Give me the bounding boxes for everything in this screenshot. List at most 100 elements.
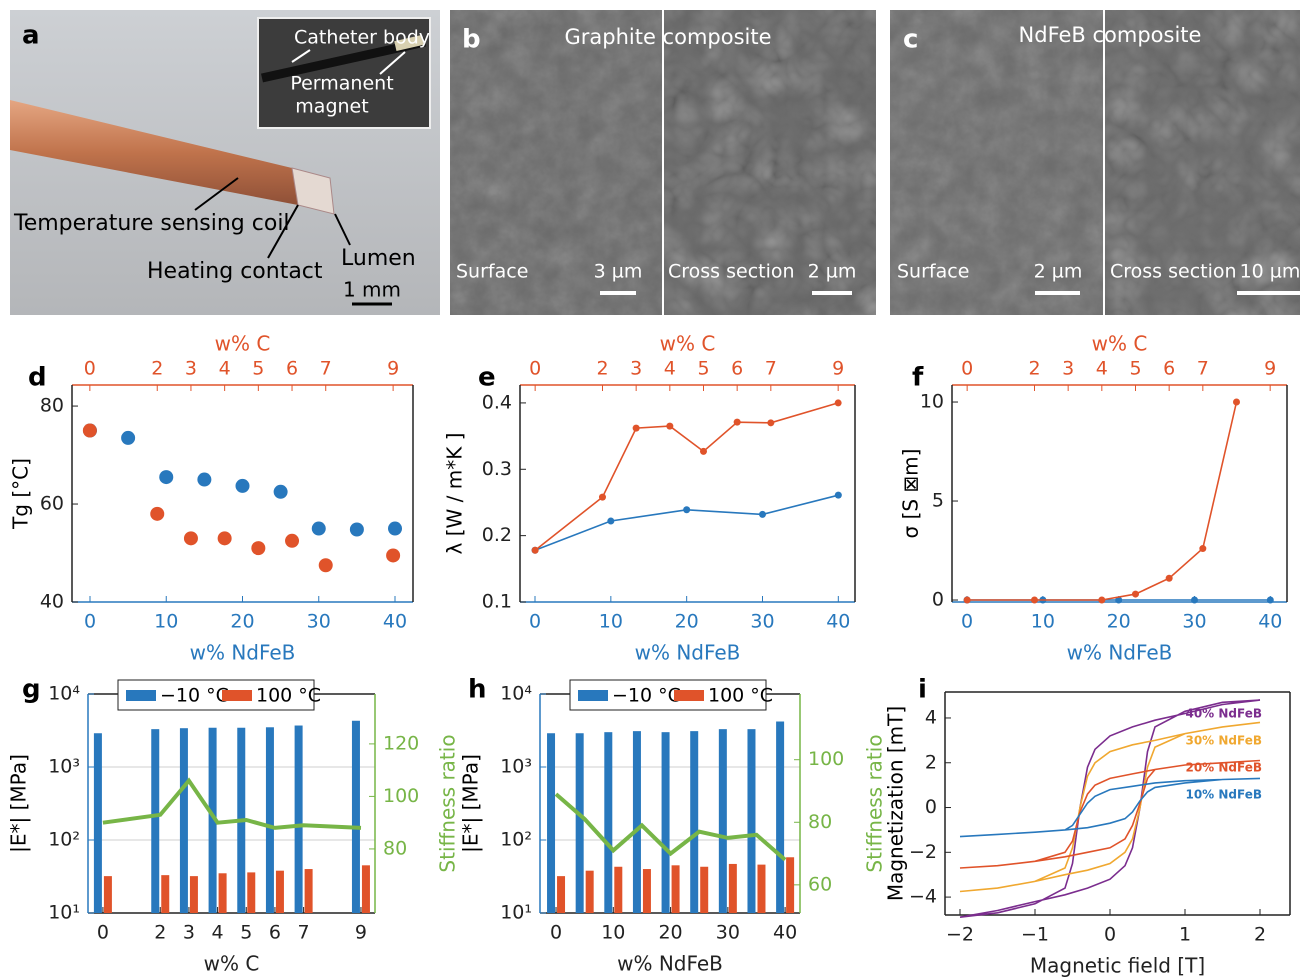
y-tick-label: 10: [920, 391, 944, 413]
x-tick-label: −2: [946, 924, 974, 946]
x-tick-label: 40: [383, 611, 407, 633]
panel-label: d: [28, 363, 47, 393]
annotation: Catheter body: [294, 27, 430, 49]
marker: [767, 419, 774, 426]
caption: Cross section: [668, 261, 795, 283]
annotation: magnet: [295, 96, 368, 118]
x2-tick-label: 7: [765, 358, 777, 380]
x2-tick-label: 9: [832, 358, 844, 380]
y-tick-label: −2: [909, 841, 937, 863]
y-axis-label: Tg [°C]: [9, 458, 33, 530]
x2-tick-label: 0: [84, 358, 96, 380]
legend-label: 40% NdFeB: [1185, 707, 1262, 721]
y-tick-label: 0.3: [482, 458, 512, 480]
y2-tick-label: 80: [808, 811, 832, 833]
panel-label: g: [22, 675, 41, 705]
y-tick-label: −4: [909, 886, 937, 908]
panel-label: i: [918, 675, 927, 705]
y2-tick-label: 60: [808, 873, 832, 895]
bar: [151, 729, 159, 913]
x2-tick-label: 6: [286, 358, 298, 380]
image-title: NdFeB composite: [1019, 23, 1202, 47]
scale-label: 2 µm: [1034, 261, 1083, 283]
x2-tick-label: 0: [529, 358, 541, 380]
x2-tick-label: 5: [252, 358, 264, 380]
x2-tick-label: 2: [596, 358, 608, 380]
bar: [557, 876, 565, 913]
x-tick-label: 40: [773, 922, 797, 944]
x-tick-label: 0: [961, 611, 973, 633]
y-axis-label: σ [S ⊠m]: [899, 449, 923, 539]
caption: Surface: [897, 261, 969, 283]
x-axis-label: w% C: [204, 952, 260, 976]
marker: [607, 518, 614, 525]
bar: [747, 729, 755, 913]
y-tick-label: 10¹: [48, 902, 80, 924]
marker: [835, 399, 842, 406]
marker: [1191, 597, 1198, 604]
y-tick-label: 10³: [500, 756, 532, 778]
x2-tick-label: 4: [219, 358, 231, 380]
point: [285, 534, 299, 548]
bar: [586, 871, 594, 913]
y-tick-label: 10³: [48, 756, 80, 778]
panel-label: c: [903, 25, 918, 55]
image-title: Graphite composite: [564, 25, 771, 49]
marker: [532, 547, 539, 554]
x2-tick-label: 5: [1129, 358, 1141, 380]
y-tick-label: 40: [40, 591, 64, 613]
y-axis-label: λ [W / m*K ]: [443, 433, 467, 555]
point: [121, 431, 135, 445]
point: [184, 531, 198, 545]
bar: [643, 869, 651, 913]
x-tick-label: 1: [1179, 924, 1191, 946]
x-tick-label: 40: [826, 611, 850, 633]
scale-label: 3 µm: [594, 261, 643, 283]
bar: [719, 729, 727, 913]
x2-tick-label: 7: [320, 358, 332, 380]
x-axis-label: w% NdFeB: [190, 641, 296, 665]
marker: [1166, 575, 1173, 582]
figure: Catheter body Permanent magnet Temperatu…: [0, 0, 1306, 980]
x-tick-label: 3: [183, 922, 195, 944]
point: [159, 470, 173, 484]
bar: [180, 728, 188, 913]
y-tick-label: 10⁴: [500, 683, 532, 705]
x-tick-label: 30: [307, 611, 331, 633]
marker: [734, 419, 741, 426]
marker: [1233, 399, 1240, 406]
bar: [362, 865, 370, 913]
point: [388, 522, 402, 536]
bar: [276, 871, 284, 913]
x2-tick-label: 3: [185, 358, 197, 380]
x2-tick-label: 7: [1197, 358, 1209, 380]
x2-tick-label: 2: [151, 358, 163, 380]
panel-label: b: [462, 25, 481, 55]
marker: [683, 506, 690, 513]
point: [197, 473, 211, 487]
x-tick-label: 0: [529, 611, 541, 633]
point: [386, 548, 400, 562]
chart: 010203040023456790510w% NdFeBw% Cσ [S ⊠m…: [899, 332, 1288, 665]
x-tick-label: 0: [550, 922, 562, 944]
legend-swatch: [674, 690, 704, 701]
bar: [662, 732, 670, 913]
bar: [576, 733, 584, 913]
x-tick-label: 30: [1182, 611, 1206, 633]
x-axis-label: w% NdFeB: [617, 952, 723, 976]
point: [251, 541, 265, 555]
x-tick-label: 0: [84, 611, 96, 633]
y-tick-label: 0: [932, 589, 944, 611]
annotation: Temperature sensing coil: [13, 211, 290, 236]
bar: [190, 876, 198, 913]
series-line: [103, 781, 361, 828]
marker: [1031, 597, 1038, 604]
panel-label: a: [22, 21, 40, 51]
series-line: [535, 495, 838, 550]
legend-label: 10% NdFeB: [1185, 788, 1262, 802]
x-tick-label: 0: [97, 922, 109, 944]
chart: 01020304002345679406080w% NdFeBw% CTg [°…: [9, 332, 414, 665]
annotation: Permanent: [290, 73, 393, 95]
